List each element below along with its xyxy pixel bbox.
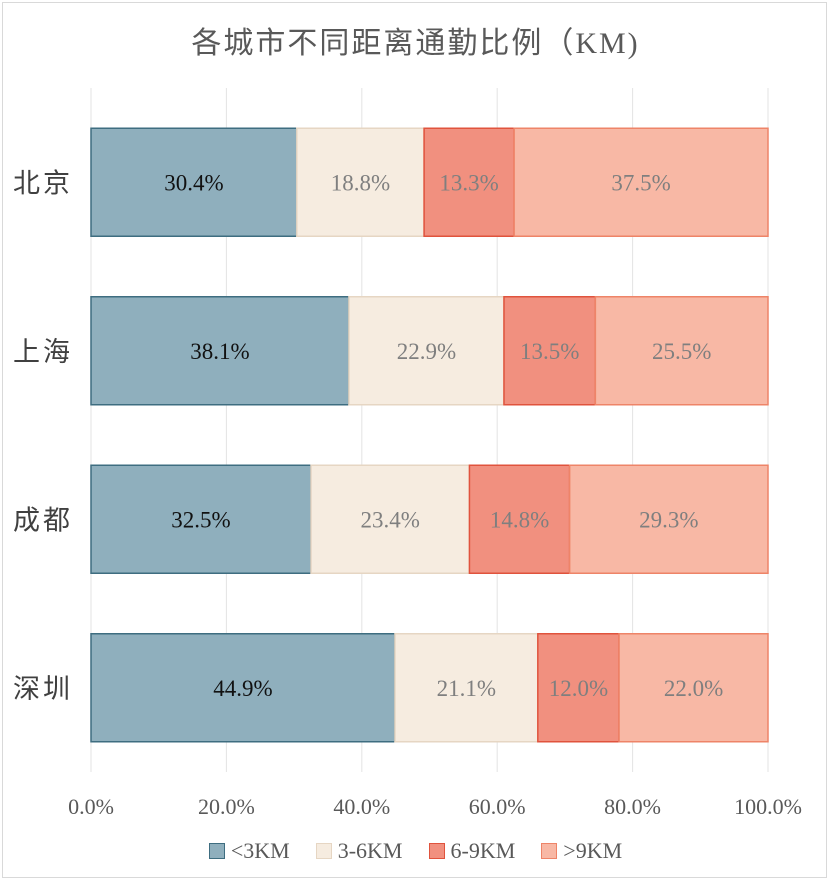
data-label: 12.0% [549, 676, 608, 701]
bar-segment [513, 127, 769, 237]
bar-segment [537, 633, 620, 743]
chart-title: 各城市不同距离通勤比例（KM) [191, 27, 640, 60]
bar-segment [394, 633, 539, 743]
bar-segment [90, 127, 298, 237]
bar-segment [423, 127, 515, 237]
legend-label: <3KM [230, 838, 290, 863]
data-label: 22.0% [664, 676, 723, 701]
data-label: 25.5% [652, 339, 711, 364]
legend-label: 6-9KM [450, 838, 516, 863]
legend-swatch [208, 843, 225, 859]
data-label: 37.5% [611, 170, 670, 195]
data-label: 30.4% [164, 170, 223, 195]
bar-segment [90, 464, 312, 574]
bar-segment [618, 633, 769, 743]
bar-segment [568, 464, 769, 574]
legend-item-lt3km: <3KM [208, 838, 290, 864]
data-label: 29.3% [639, 507, 698, 532]
category-label: 上海 [13, 337, 73, 368]
data-label: 38.1% [190, 339, 249, 364]
legend-swatch [315, 843, 332, 859]
chart-legend: <3KM 3-6KM 6-9KM >9KM [0, 838, 831, 864]
x-tick-label: 40.0% [333, 794, 390, 819]
data-label: 18.8% [331, 170, 390, 195]
x-tick-label: 20.0% [198, 794, 255, 819]
data-label: 13.5% [520, 339, 579, 364]
data-label: 22.9% [397, 339, 456, 364]
legend-item-3-6km: 3-6KM [315, 838, 403, 864]
bar-segment [348, 296, 505, 406]
legend-swatch [541, 843, 558, 859]
bar-segment [296, 127, 425, 237]
data-label: 23.4% [361, 507, 420, 532]
x-tick-label: 100.0% [734, 794, 802, 819]
x-tick-label: 60.0% [469, 794, 526, 819]
legend-swatch [428, 843, 445, 859]
legend-item-gt9km: >9KM [541, 838, 622, 864]
legend-label: >9KM [563, 838, 623, 863]
category-label: 深圳 [13, 674, 73, 705]
category-label: 成都 [13, 505, 73, 536]
bar-segment [503, 296, 597, 406]
legend-item-6-9km: 6-9KM [428, 838, 516, 864]
data-label: 21.1% [437, 676, 496, 701]
data-label: 32.5% [171, 507, 230, 532]
x-tick-label: 0.0% [68, 794, 114, 819]
bar-segment [594, 296, 769, 406]
data-label: 44.9% [213, 676, 272, 701]
data-label: 13.3% [439, 170, 498, 195]
x-tick-label: 80.0% [604, 794, 661, 819]
bar-segment [90, 633, 396, 743]
data-label: 14.8% [490, 507, 549, 532]
category-label: 北京 [13, 168, 73, 199]
bar-segment [310, 464, 471, 574]
legend-label: 3-6KM [337, 838, 403, 863]
bar-segment [90, 296, 350, 406]
